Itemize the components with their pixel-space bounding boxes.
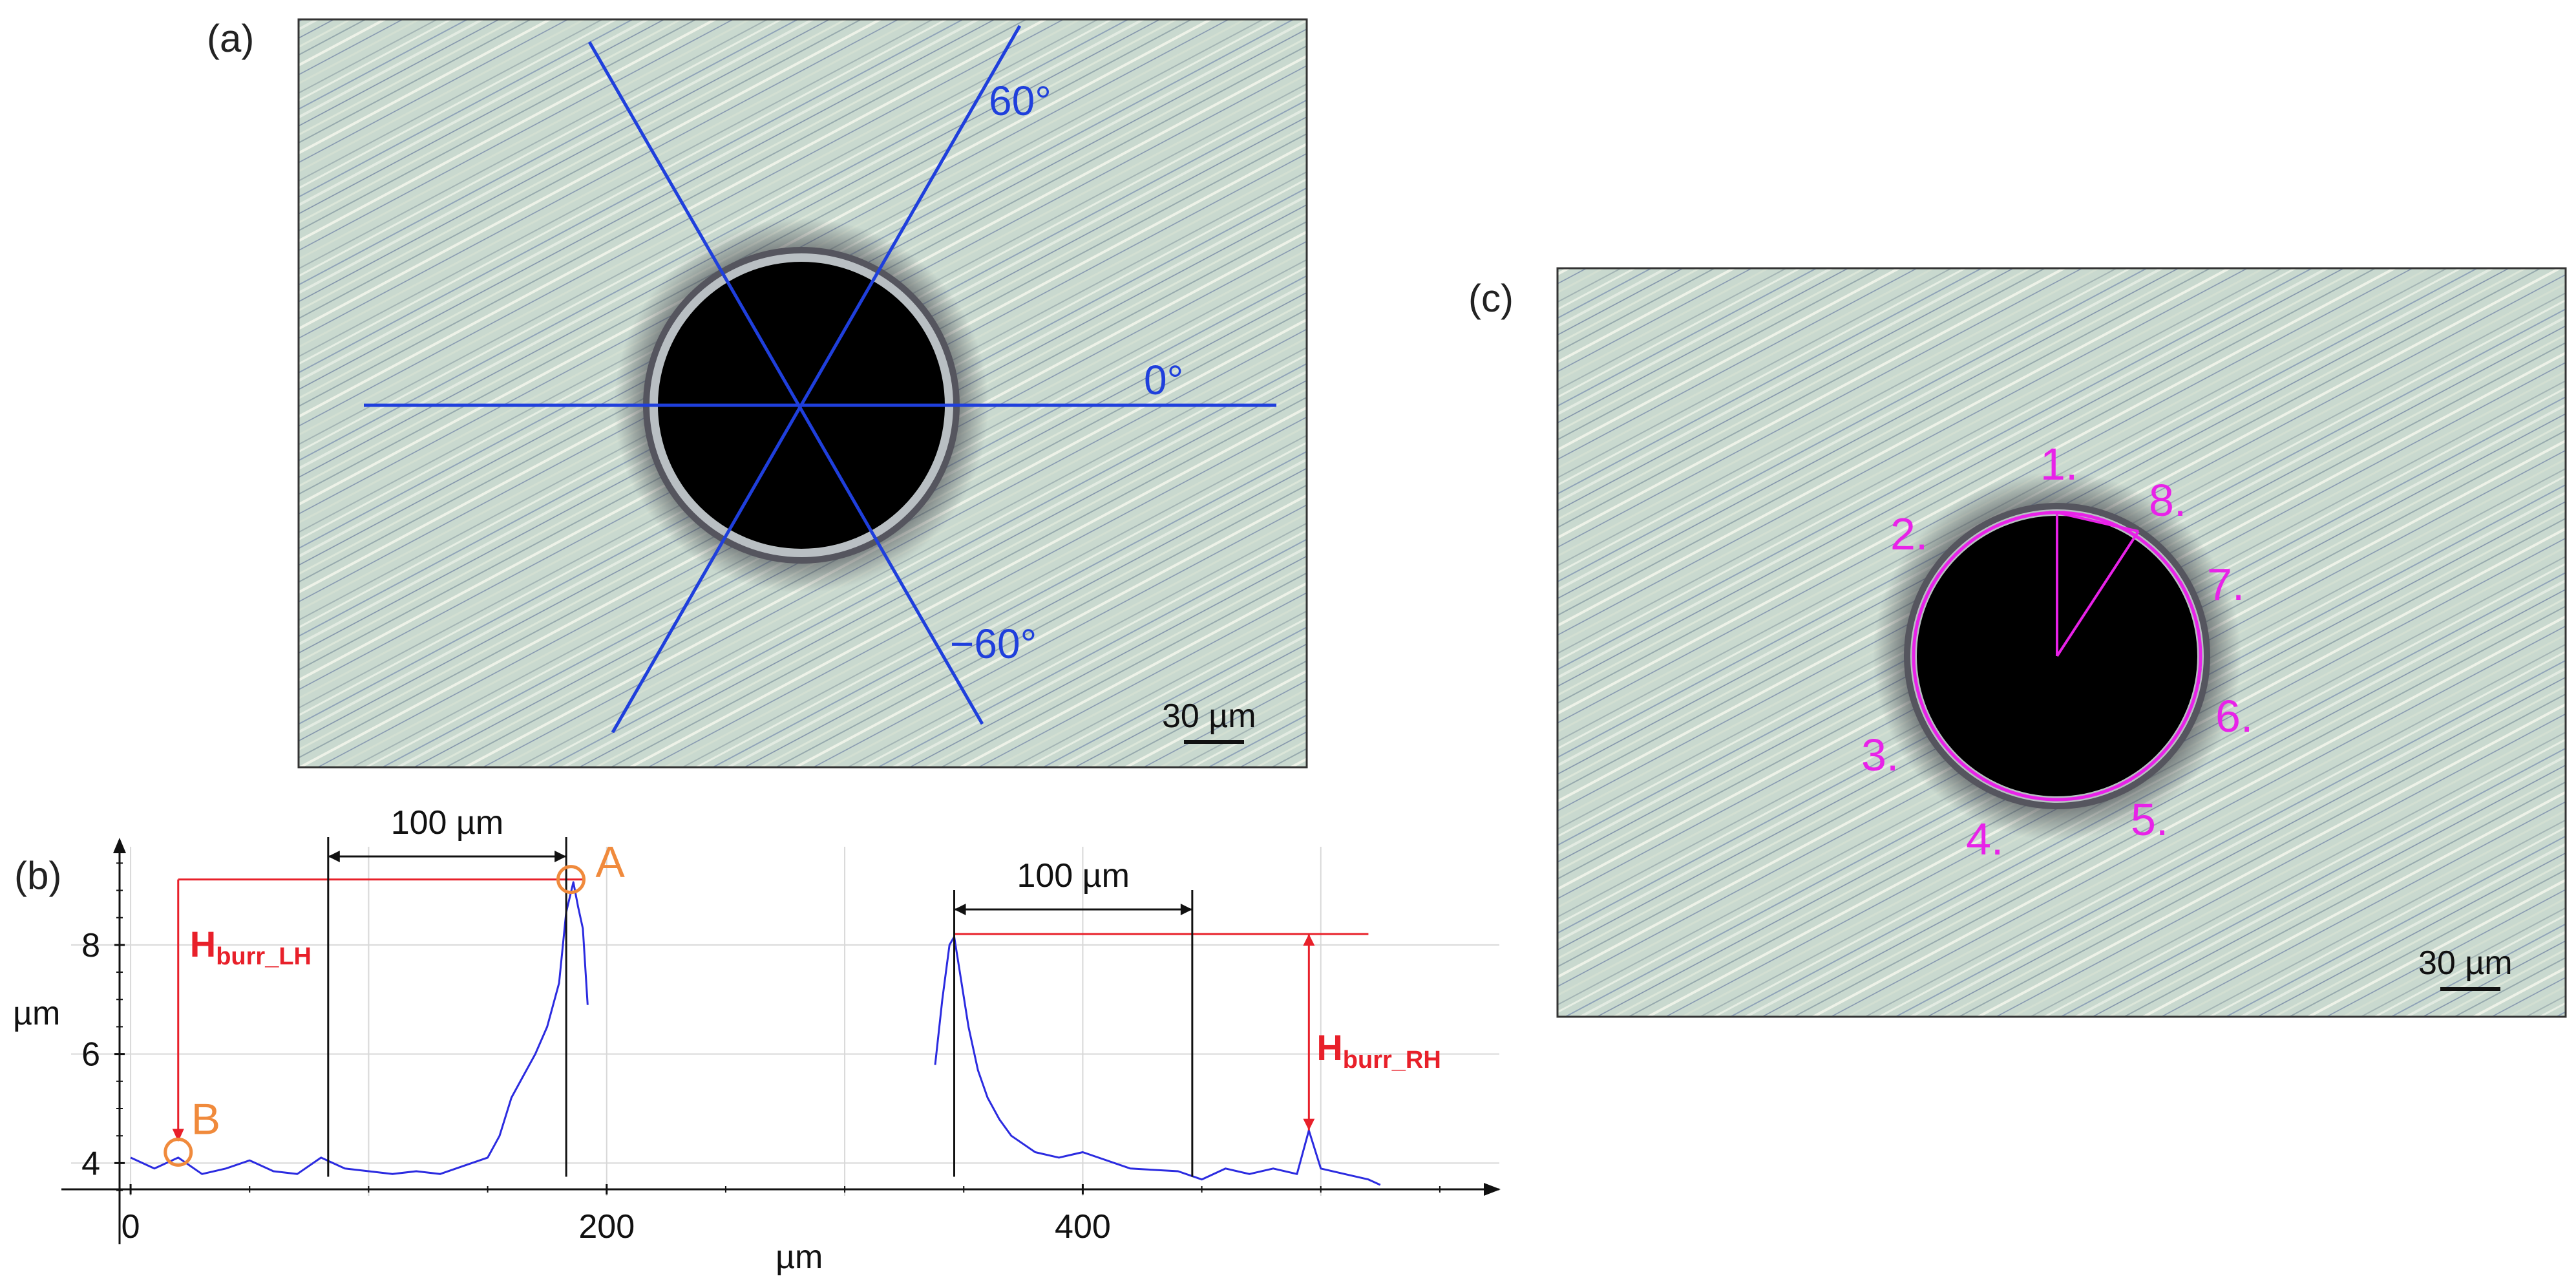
point-b-circle [164, 1138, 193, 1167]
x-axis-label: µm [776, 1238, 823, 1276]
dimension-label-left: 100 µm [391, 804, 503, 842]
circle-mark-5 [2117, 778, 2132, 788]
radius-line-8 [2056, 530, 2140, 657]
y-axis-arrow [113, 838, 126, 853]
point-a-circle [556, 865, 586, 895]
h-burr-rh-label: Hburr_RH [1316, 1027, 1441, 1074]
point-label-1: 1. [2040, 439, 2078, 489]
x-tick-label-2: 400 [1055, 1208, 1111, 1246]
panel-b: (b) 0 200 400 4 6 8 µm µm 100 µm 100 µm A B H… [13, 804, 1501, 1276]
circle-mark-2 [1930, 572, 1941, 588]
x-tick-label-1: 200 [578, 1208, 635, 1246]
y-tick-label-2: 8 [81, 927, 100, 964]
y-axis-label: µm [13, 995, 60, 1032]
y-tick-label-1: 6 [81, 1036, 100, 1074]
point-label-7: 7. [2207, 559, 2244, 610]
x-axis-arrow [1484, 1183, 1501, 1196]
h-burr-lh-arrowhead [172, 1129, 184, 1142]
chart-annotations [164, 837, 1369, 1177]
panel-c-label: (c) [1468, 277, 1514, 320]
dimension-left-arrow-left [328, 851, 340, 862]
x-tick-label-0: 0 [121, 1208, 140, 1246]
chart-axes [61, 838, 1501, 1244]
point-label-6: 6. [2215, 691, 2253, 741]
profile-line-2 [934, 935, 1381, 1186]
line-60deg [611, 25, 1022, 734]
panel-a-label: (a) [207, 17, 254, 60]
chart-series [130, 881, 1381, 1186]
angle-label-60: 60° [989, 78, 1051, 124]
point-label-3: 3. [1861, 730, 1899, 780]
y-tick-label-0: 4 [81, 1145, 100, 1182]
chart-tick-labels: 0 200 400 4 6 8 [81, 862, 1441, 1246]
point-label-4: 4. [1966, 814, 2003, 864]
chord-1-8 [2056, 511, 2139, 533]
panel-c: (c) 1. 2. 3. 4. 5. 6. 7. 8. 30 µm [1468, 267, 2567, 1018]
dimension-right-arrow-right [1180, 904, 1192, 915]
circle-mark-6 [2196, 668, 2202, 685]
dimension-right-arrow-left [954, 904, 966, 915]
dimension-left-arrow-right [554, 851, 567, 862]
angle-lines [364, 25, 1276, 734]
point-label-b: B [191, 1095, 220, 1144]
h-burr-lh-sub: burr_LH [216, 943, 311, 970]
point-label-a: A [596, 838, 626, 887]
h-burr-rh-arrowhead-bottom [1303, 1118, 1315, 1131]
panel-a: (a) 60° 0° −60° 30 µm [207, 17, 1308, 769]
h-burr-rh-main: H [1316, 1027, 1342, 1068]
micrograph-c [1557, 268, 2566, 1017]
panel-b-label: (b) [14, 854, 61, 897]
micrograph-a [299, 19, 1307, 767]
line-minus60deg [587, 41, 984, 725]
circle-mark-8 [2127, 530, 2143, 542]
chart-grid [71, 847, 1499, 1196]
measurement-point-marks [1922, 511, 2202, 788]
dimension-label-right: 100 µm [1017, 857, 1129, 895]
h-burr-rh-arrowhead-top [1303, 934, 1315, 946]
angle-label-minus60: −60° [950, 621, 1037, 667]
point-label-5: 5. [2131, 794, 2168, 845]
circle-mark-4 [1982, 778, 1998, 788]
h-burr-lh-main: H [190, 924, 216, 964]
h-burr-rh-sub: burr_RH [1343, 1046, 1441, 1074]
circle-mark-7 [2179, 581, 2189, 597]
scale-bar-label-c: 30 µm [2418, 944, 2513, 982]
point-label-8: 8. [2149, 475, 2186, 526]
point-label-2: 2. [1890, 509, 1928, 559]
scale-bar-label-a: 30 µm [1162, 697, 1256, 735]
h-burr-lh-label: Hburr_LH [190, 924, 311, 970]
angle-label-0: 0° [1144, 357, 1183, 403]
circle-mark-3 [1922, 708, 1932, 725]
profile-line-1 [130, 881, 589, 1175]
